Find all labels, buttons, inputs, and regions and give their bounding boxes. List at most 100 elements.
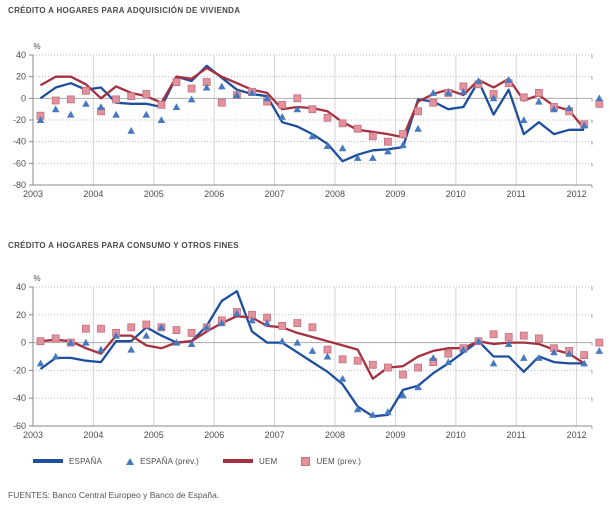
espana-prev-marker bbox=[444, 358, 453, 366]
espana-prev-triangle-icon bbox=[126, 457, 135, 465]
espana-prev-marker bbox=[535, 97, 543, 105]
espana-prev-marker bbox=[127, 345, 135, 353]
x-tick-label: 2008 bbox=[325, 189, 345, 199]
y-tick-label: -60 bbox=[13, 421, 26, 431]
espana-prev-marker bbox=[218, 319, 226, 327]
percent-label: % bbox=[33, 274, 40, 283]
uem-prev-marker bbox=[293, 94, 302, 103]
uem-prev-marker bbox=[338, 119, 347, 128]
espana-prev-marker bbox=[369, 154, 377, 161]
y-tick-label: 0 bbox=[21, 93, 26, 103]
uem-prev-marker bbox=[519, 331, 528, 340]
uem-prev-marker bbox=[66, 95, 75, 104]
x-tick-label: 2004 bbox=[83, 189, 103, 199]
espana-prev-marker bbox=[565, 104, 573, 112]
espana-prev-marker bbox=[157, 116, 166, 123]
espana-prev-marker bbox=[36, 116, 45, 123]
uem-prev-marker bbox=[187, 328, 196, 337]
espana-prev-marker bbox=[595, 94, 603, 102]
espana-prev-marker bbox=[474, 337, 483, 345]
espana-line-swatch bbox=[33, 459, 63, 463]
uem-prev-marker bbox=[368, 132, 377, 141]
espana-prev-marker bbox=[565, 349, 573, 357]
espana-prev-marker bbox=[308, 347, 317, 354]
uem-prev-marker bbox=[172, 326, 181, 335]
uem-prev-marker bbox=[51, 334, 60, 343]
espana-prev-marker bbox=[399, 391, 407, 399]
uem-prev-marker bbox=[489, 330, 498, 339]
x-tick-label: 2005 bbox=[144, 189, 164, 199]
espana-prev-marker bbox=[384, 408, 392, 416]
uem-prev-marker bbox=[353, 356, 362, 365]
espana-prev-marker bbox=[550, 348, 558, 356]
uem-line bbox=[40, 315, 585, 380]
espana-prev-marker bbox=[399, 141, 407, 148]
espana-prev-marker bbox=[353, 405, 362, 413]
espana-prev-marker bbox=[172, 338, 181, 346]
chart2-title: CRÉDITO A HOGARES PARA CONSUMO Y OTROS F… bbox=[8, 241, 239, 250]
uem-prev-marker bbox=[323, 345, 332, 354]
y-tick-label: 40 bbox=[16, 282, 26, 292]
espana-prev-marker bbox=[218, 82, 226, 90]
espana-prev-marker bbox=[338, 144, 347, 152]
uem-prev-marker bbox=[97, 324, 105, 333]
espana-prev-marker bbox=[444, 89, 453, 96]
x-tick-label: 2004 bbox=[83, 430, 103, 440]
uem-prev-marker bbox=[399, 130, 407, 139]
legend-label-espana: ESPAÑA bbox=[69, 456, 103, 466]
uem-prev-marker bbox=[353, 124, 362, 133]
y-tick-label: -20 bbox=[13, 365, 26, 375]
espana-prev-marker bbox=[248, 316, 256, 324]
y-tick-label: -40 bbox=[13, 393, 26, 403]
uem-prev-marker bbox=[172, 78, 181, 86]
uem-prev-marker bbox=[82, 86, 90, 95]
x-tick-label: 2006 bbox=[204, 430, 224, 440]
y-tick-label: 20 bbox=[16, 72, 26, 82]
uem-prev-marker bbox=[112, 95, 120, 104]
uem-prev-marker bbox=[127, 323, 136, 332]
y-tick-label: -20 bbox=[13, 115, 26, 125]
espana-prev-marker bbox=[82, 100, 90, 107]
espana-prev-marker bbox=[580, 359, 588, 367]
espana-prev-marker bbox=[489, 94, 498, 102]
espana-prev-marker bbox=[414, 124, 422, 132]
uem-prev-marker bbox=[157, 100, 166, 109]
espana-prev-marker bbox=[595, 347, 603, 354]
uem-prev-marker bbox=[399, 370, 407, 379]
x-tick-label: 2007 bbox=[265, 430, 285, 440]
uem-prev-marker bbox=[429, 98, 438, 107]
espana-prev-marker bbox=[172, 103, 181, 110]
y-tick-label: 40 bbox=[16, 50, 26, 60]
legend-item-uem: UEM bbox=[223, 457, 277, 466]
espana-prev-marker bbox=[353, 154, 362, 161]
espana-prev-marker bbox=[278, 337, 286, 345]
uem-prev-marker bbox=[51, 96, 60, 105]
espana-prev-marker bbox=[51, 105, 60, 113]
espana-prev-marker bbox=[535, 354, 543, 361]
espana-prev-marker bbox=[278, 113, 286, 120]
uem-prev-marker bbox=[444, 349, 453, 358]
legend-label-espana-prev: ESPAÑA (prev.) bbox=[140, 456, 200, 466]
uem-prev-marker bbox=[504, 333, 513, 341]
espana-prev-marker bbox=[157, 323, 166, 331]
x-tick-label: 2005 bbox=[144, 430, 164, 440]
espana-prev-marker bbox=[127, 127, 135, 134]
x-tick-label: 2008 bbox=[325, 430, 345, 440]
x-tick-label: 2006 bbox=[204, 189, 224, 199]
uem-prev-marker bbox=[127, 92, 136, 101]
x-tick-label: 2012 bbox=[567, 189, 587, 199]
uem-prev-marker bbox=[414, 107, 423, 116]
espana-prev-marker bbox=[248, 89, 256, 96]
x-tick-label: 2009 bbox=[385, 189, 405, 199]
espana-prev-marker bbox=[263, 94, 271, 102]
uem-prev-marker bbox=[580, 351, 589, 360]
uem-prev-marker bbox=[142, 320, 151, 329]
uem-prev-marker bbox=[278, 100, 287, 109]
espana-prev-marker bbox=[263, 319, 271, 327]
espana-prev-marker bbox=[67, 338, 75, 346]
legend-label-uem-prev: UEM (prev.) bbox=[316, 456, 362, 466]
x-tick-label: 2009 bbox=[385, 430, 405, 440]
espana-prev-marker bbox=[520, 116, 528, 123]
